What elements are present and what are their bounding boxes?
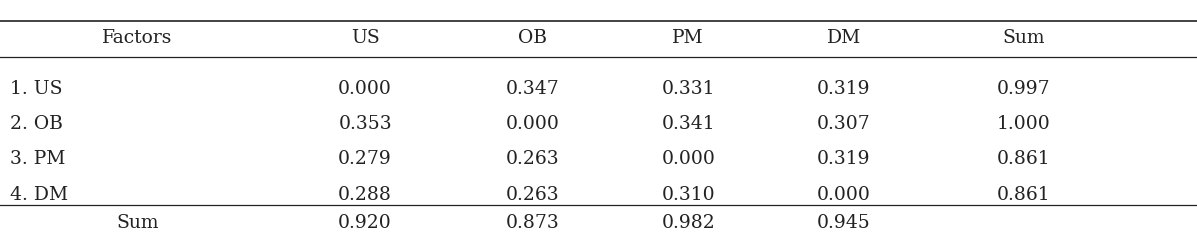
Text: 0.000: 0.000	[661, 150, 716, 168]
Text: 0.307: 0.307	[818, 115, 870, 133]
Text: 0.331: 0.331	[662, 80, 715, 97]
Text: 0.920: 0.920	[339, 214, 391, 232]
Text: 0.000: 0.000	[338, 80, 393, 97]
Text: 0.945: 0.945	[818, 214, 870, 232]
Text: 2. OB: 2. OB	[10, 115, 62, 133]
Text: 0.341: 0.341	[662, 115, 715, 133]
Text: 0.353: 0.353	[339, 115, 391, 133]
Text: 0.997: 0.997	[997, 80, 1050, 97]
Text: 0.347: 0.347	[506, 80, 559, 97]
Text: 0.263: 0.263	[506, 150, 559, 168]
Text: 0.000: 0.000	[505, 115, 560, 133]
Text: 0.861: 0.861	[997, 186, 1050, 204]
Text: Factors: Factors	[103, 29, 172, 47]
Text: 0.279: 0.279	[339, 150, 391, 168]
Text: Sum: Sum	[116, 214, 159, 232]
Text: 0.000: 0.000	[816, 186, 871, 204]
Text: 0.263: 0.263	[506, 186, 559, 204]
Text: 0.319: 0.319	[818, 80, 870, 97]
Text: DM: DM	[827, 29, 861, 47]
Text: OB: OB	[518, 29, 547, 47]
Text: 0.319: 0.319	[818, 150, 870, 168]
Text: 0.288: 0.288	[338, 186, 393, 204]
Text: 4. DM: 4. DM	[10, 186, 68, 204]
Text: 0.310: 0.310	[662, 186, 715, 204]
Text: 1. US: 1. US	[10, 80, 62, 97]
Text: 0.982: 0.982	[662, 214, 715, 232]
Text: Sum: Sum	[1002, 29, 1045, 47]
Text: 0.873: 0.873	[506, 214, 559, 232]
Text: 1.000: 1.000	[997, 115, 1050, 133]
Text: US: US	[351, 29, 379, 47]
Text: 0.861: 0.861	[997, 150, 1050, 168]
Text: PM: PM	[673, 29, 704, 47]
Text: 3. PM: 3. PM	[10, 150, 65, 168]
